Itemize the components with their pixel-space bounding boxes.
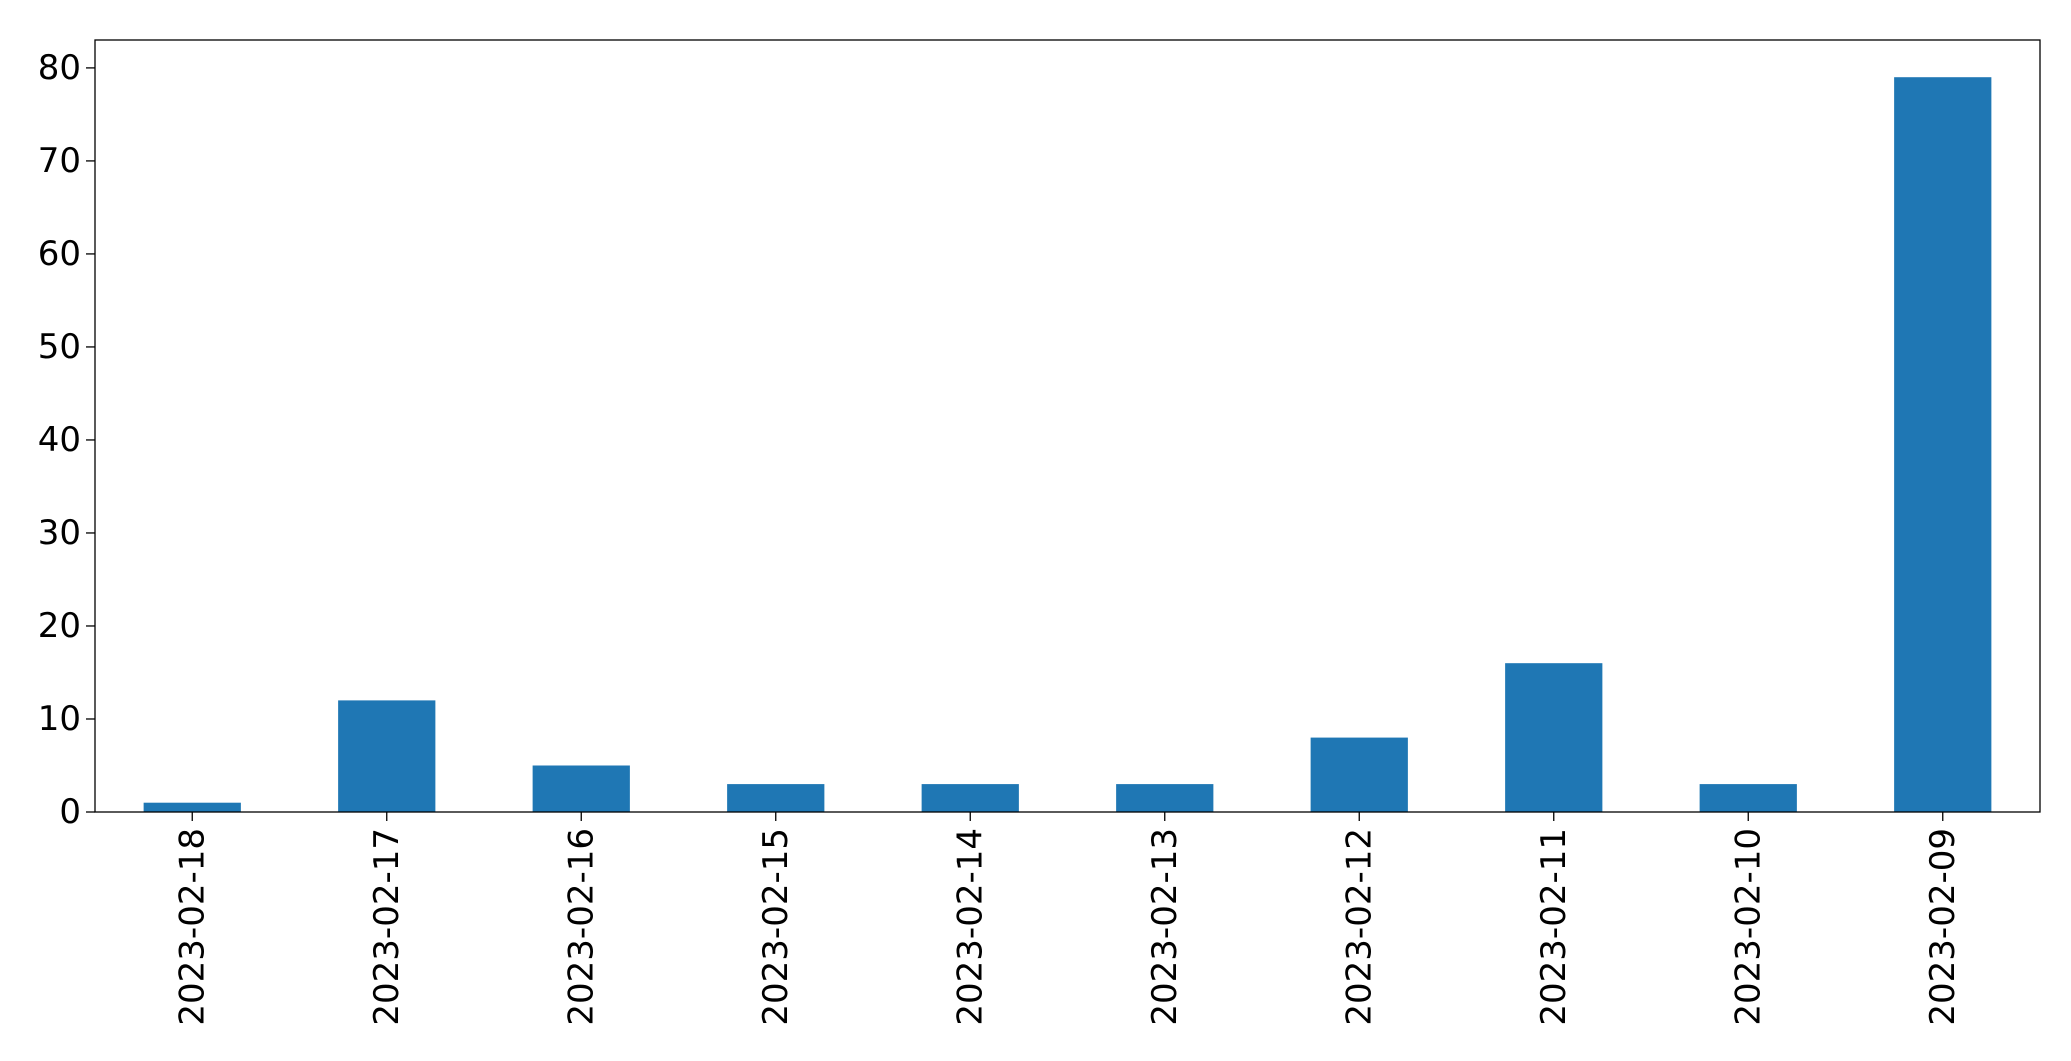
bar-2023-02-16 xyxy=(532,765,630,812)
bar-2023-02-13 xyxy=(1116,784,1214,812)
bars-group xyxy=(143,77,1992,812)
x-tick-label: 2023-02-14 xyxy=(950,828,990,1026)
bar-2023-02-17 xyxy=(338,700,436,812)
y-axis: 0 10 20 30 40 50 60 70 80 xyxy=(38,48,95,832)
y-tick-label: 20 xyxy=(38,606,81,646)
x-tick-label: 2023-02-18 xyxy=(172,828,212,1026)
bar-2023-02-09 xyxy=(1894,77,1992,812)
x-tick-label: 2023-02-09 xyxy=(1923,828,1963,1026)
plot-frame xyxy=(94,39,2041,813)
bar-2023-02-15 xyxy=(727,784,825,812)
y-tick-label: 60 xyxy=(38,234,81,274)
x-axis: 2023-02-18 2023-02-17 2023-02-16 2023-02-15… xyxy=(172,812,1963,1026)
y-tick-label: 80 xyxy=(38,48,81,88)
bar-2023-02-12 xyxy=(1310,737,1408,812)
y-tick-label: 10 xyxy=(38,699,81,739)
bar-2023-02-11 xyxy=(1505,663,1603,812)
bar-2023-02-10 xyxy=(1699,784,1797,812)
x-tick-label: 2023-02-13 xyxy=(1145,828,1185,1026)
bar-2023-02-14 xyxy=(921,784,1019,812)
bar-2023-02-18 xyxy=(143,802,241,812)
x-tick-label: 2023-02-12 xyxy=(1339,828,1379,1026)
y-tick-label: 50 xyxy=(38,327,81,367)
x-tick-label: 2023-02-11 xyxy=(1534,828,1574,1026)
x-tick-label: 2023-02-17 xyxy=(367,828,407,1026)
x-tick-label: 2023-02-10 xyxy=(1728,828,1768,1026)
y-tick-label: 30 xyxy=(38,513,81,553)
x-tick-label: 2023-02-15 xyxy=(756,828,796,1026)
x-tick-label: 2023-02-16 xyxy=(561,828,601,1026)
y-tick-label: 40 xyxy=(38,420,81,460)
y-tick-label: 0 xyxy=(59,792,81,832)
y-tick-label: 70 xyxy=(38,141,81,181)
